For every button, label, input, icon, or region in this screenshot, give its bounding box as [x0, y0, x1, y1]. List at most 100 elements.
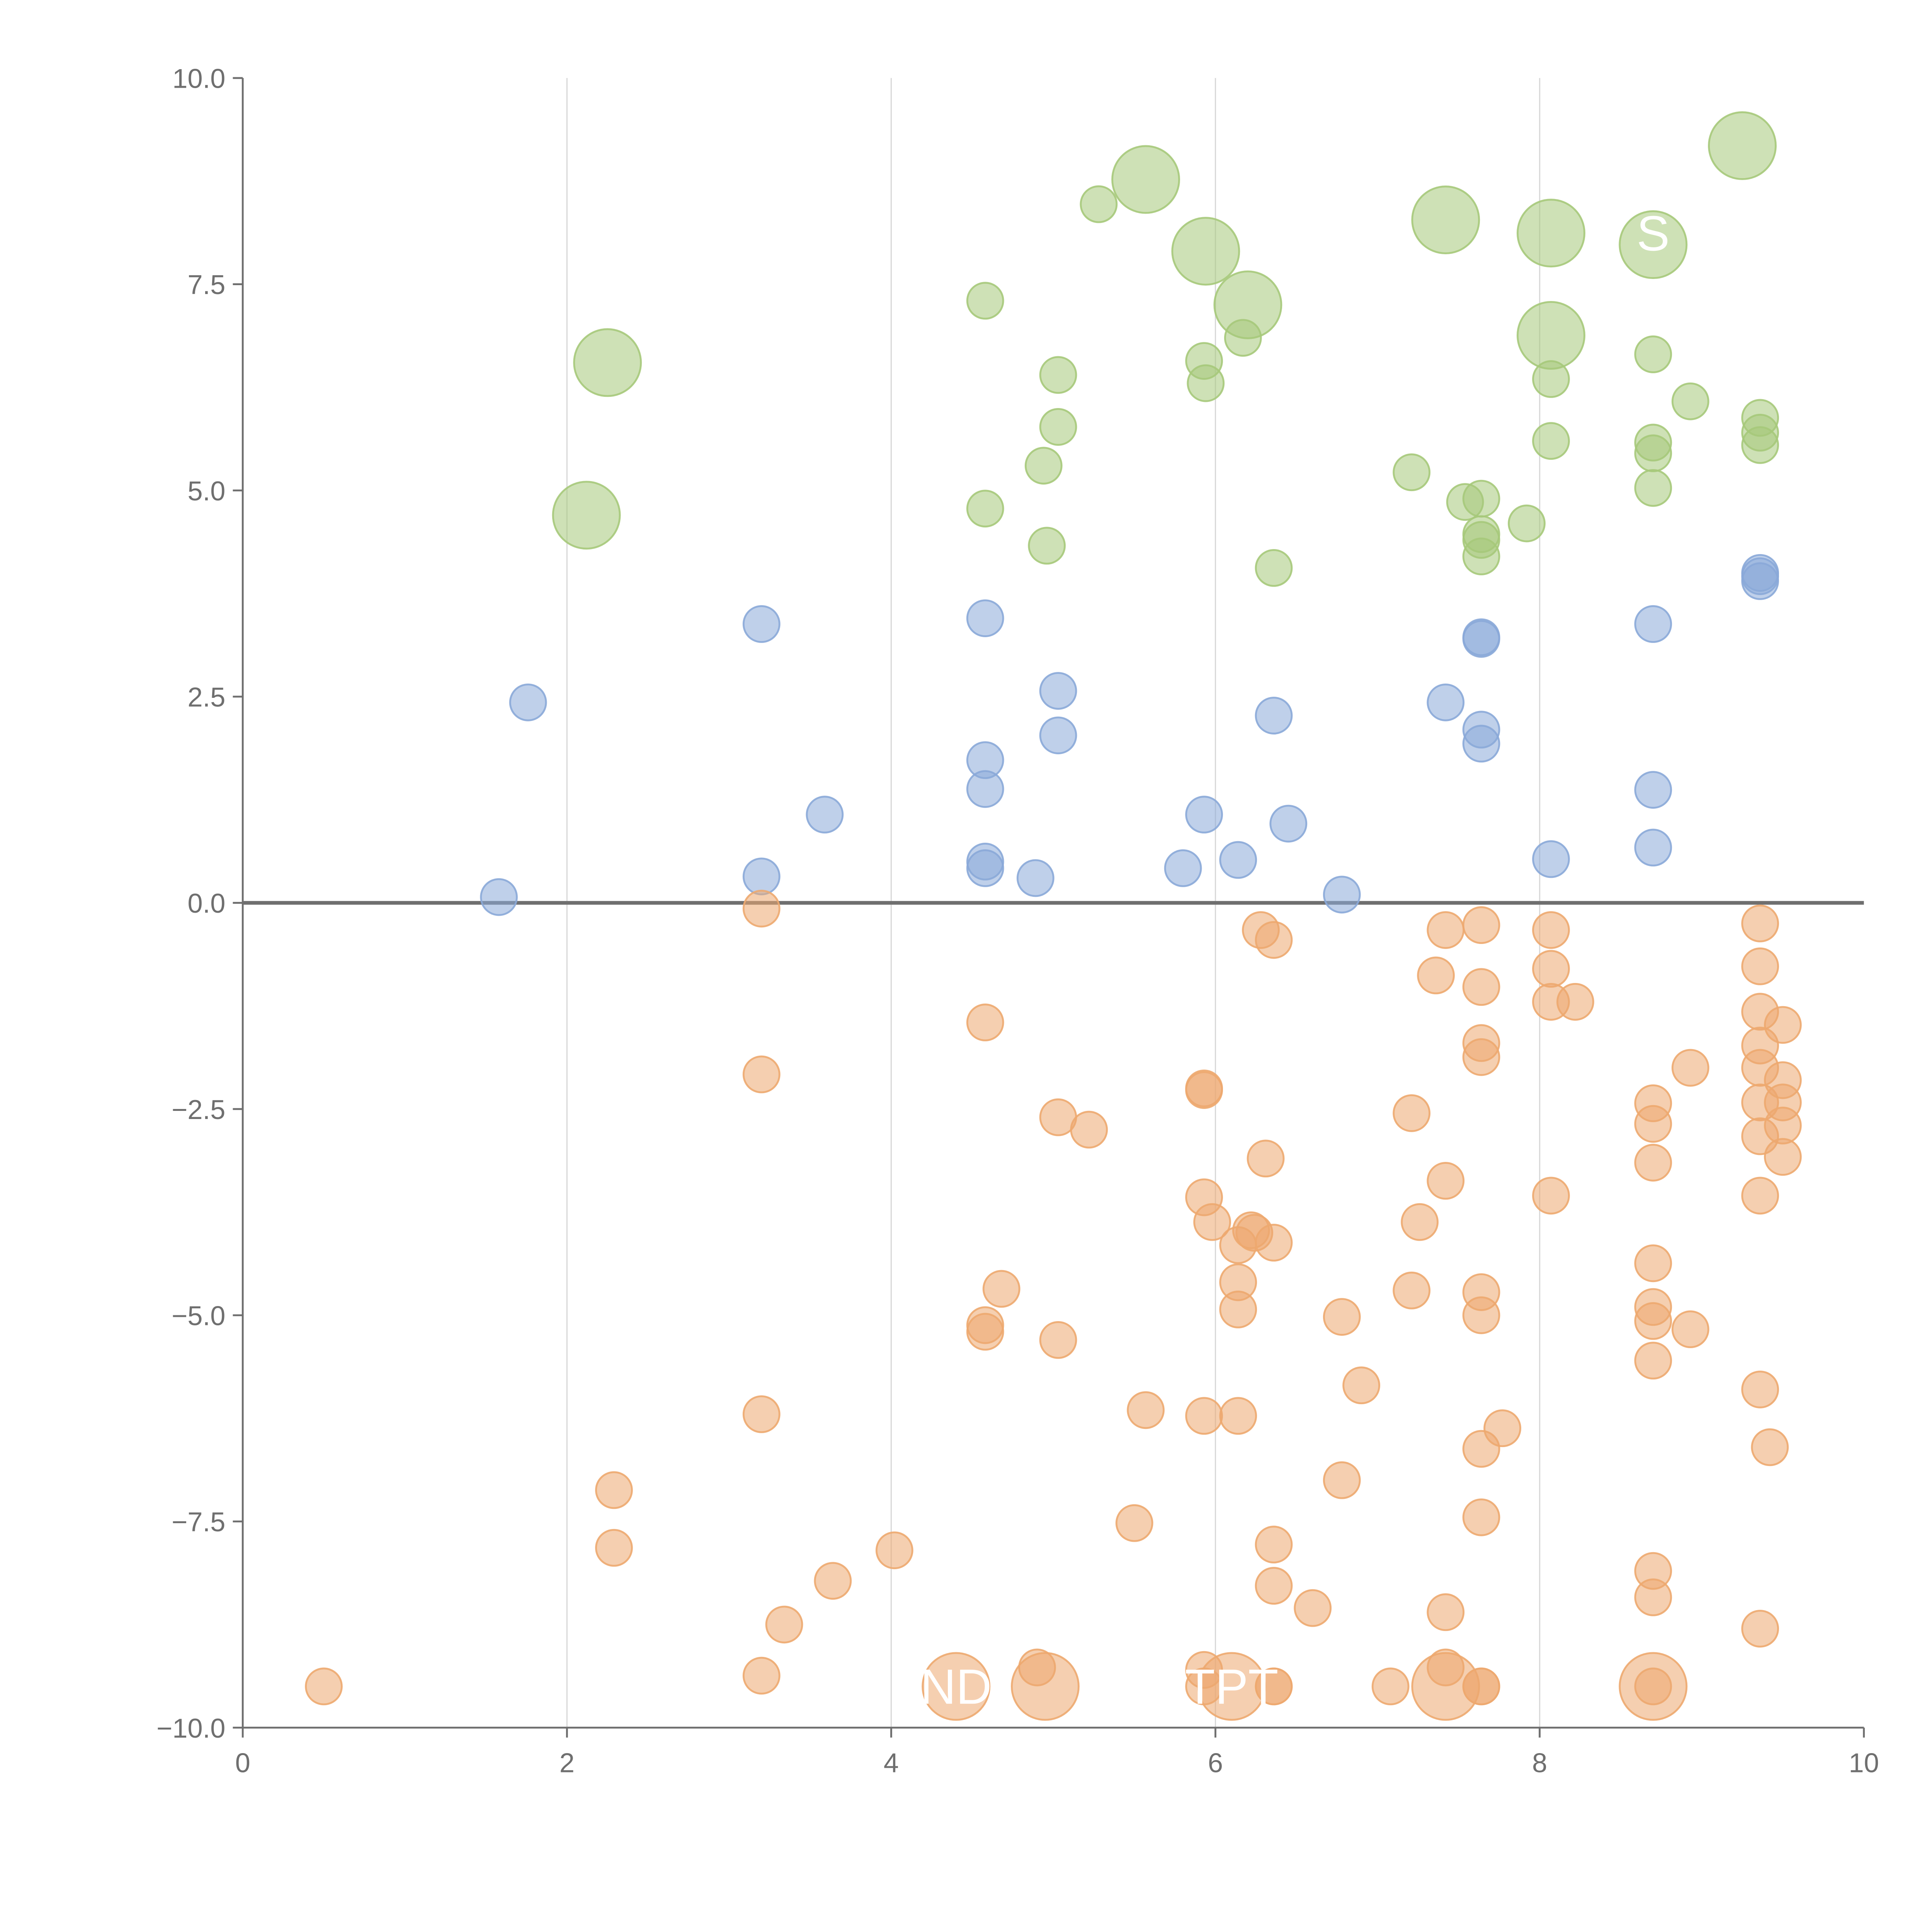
blue-point	[1185, 796, 1223, 834]
orange-point	[1741, 1371, 1779, 1408]
orange-point	[1462, 968, 1500, 1006]
orange-point	[922, 1652, 991, 1721]
green-point	[1634, 469, 1672, 507]
green-point	[1411, 185, 1480, 255]
green-point	[1111, 145, 1180, 214]
x-tick-label: 8	[1532, 1748, 1547, 1778]
orange-point	[966, 1003, 1004, 1041]
orange-point	[1185, 1071, 1223, 1109]
orange-point	[1462, 1038, 1500, 1076]
x-tick-label: 6	[1208, 1748, 1223, 1778]
blue-point	[1634, 828, 1672, 867]
green-point	[1462, 480, 1500, 518]
blue-point	[480, 878, 518, 916]
blue-point	[1462, 724, 1500, 763]
blue-point	[1462, 620, 1500, 658]
orange-point	[1070, 1111, 1108, 1149]
orange-point	[1634, 1302, 1672, 1340]
green-point	[1028, 527, 1066, 565]
green-point	[1708, 111, 1777, 180]
y-tick-label: −2.5	[172, 1094, 225, 1125]
green-point	[1462, 537, 1500, 575]
bubble-annotation: S	[1685, 1659, 1718, 1714]
orange-point	[595, 1471, 633, 1509]
orange-point	[1294, 1589, 1332, 1627]
blue-point	[1269, 804, 1308, 843]
blue-point	[1016, 859, 1054, 897]
green-point	[1187, 364, 1225, 402]
y-tick-label: 10.0	[172, 63, 225, 94]
green-point	[1171, 217, 1240, 286]
green-point	[552, 481, 621, 550]
orange-point	[1462, 906, 1500, 944]
orange-point	[595, 1529, 633, 1567]
blue-point	[1323, 876, 1361, 914]
orange-point	[1556, 983, 1594, 1021]
orange-point	[1634, 1342, 1672, 1380]
blue-point	[1039, 716, 1077, 755]
blue-point	[1164, 849, 1202, 887]
orange-point	[1634, 1578, 1672, 1616]
green-point	[1393, 453, 1431, 492]
orange-point	[1255, 1526, 1293, 1564]
orange-point	[875, 1531, 913, 1570]
x-tick-label: 2	[560, 1748, 575, 1778]
y-tick-label: −10.0	[156, 1713, 225, 1743]
blue-point	[1255, 697, 1293, 735]
orange-point	[1741, 905, 1779, 942]
orange-point	[1323, 1298, 1361, 1336]
orange-point	[1011, 1652, 1080, 1721]
orange-point	[1255, 1667, 1293, 1706]
orange-point	[1634, 1105, 1672, 1143]
orange-point	[1427, 1593, 1465, 1631]
green-point	[1080, 185, 1118, 223]
orange-point	[742, 1055, 781, 1094]
green-point	[1024, 447, 1063, 485]
orange-point	[1393, 1271, 1431, 1310]
x-tick-label: 0	[235, 1748, 250, 1778]
orange-point	[1185, 1397, 1223, 1435]
green-point	[1634, 335, 1672, 373]
orange-point	[1039, 1321, 1077, 1359]
axis-layer: 0 2 4 6 8 10 −10.0 −7.5 −5.0 −2.5 0.0 2.5 5.0 7.5 10.0	[156, 63, 1879, 1778]
green-point	[1508, 504, 1546, 543]
green-point	[1671, 382, 1709, 420]
orange-point	[1532, 950, 1570, 988]
orange-point	[1741, 947, 1779, 985]
orange-point	[1741, 1610, 1779, 1648]
green-point	[1213, 270, 1282, 339]
green-point	[1039, 356, 1077, 394]
orange-point	[1462, 1667, 1500, 1706]
orange-point	[982, 1270, 1020, 1308]
orange-point	[742, 889, 781, 928]
orange-point	[1764, 1006, 1802, 1044]
orange-point	[1764, 1138, 1802, 1176]
orange-point	[1427, 1162, 1465, 1200]
bubble-annotation: S	[1637, 206, 1670, 261]
orange-point	[765, 1605, 803, 1644]
orange-point	[1371, 1667, 1410, 1706]
orange-point	[1619, 1652, 1688, 1721]
orange-point	[1417, 956, 1455, 995]
blue-point	[966, 849, 1004, 887]
orange-point	[1483, 1409, 1521, 1447]
blue-point	[1634, 605, 1672, 643]
orange-point	[1634, 1244, 1672, 1282]
orange-point	[1342, 1366, 1380, 1405]
orange-point	[1115, 1504, 1153, 1542]
orange-point	[1255, 1567, 1293, 1605]
orange-point	[1671, 1310, 1709, 1349]
green-point	[573, 328, 642, 397]
orange-point	[1462, 1498, 1500, 1536]
orange-point	[1255, 921, 1293, 959]
green-point	[1532, 422, 1570, 460]
blue-point	[509, 683, 547, 721]
blue-point	[742, 605, 781, 643]
orange-point	[1634, 1144, 1672, 1182]
orange-point	[1219, 1397, 1257, 1435]
blue-point	[966, 770, 1004, 808]
y-tick-label: 0.0	[187, 888, 225, 918]
bubble-annotation: TPT	[1185, 1659, 1278, 1714]
blue-point	[966, 599, 1004, 637]
